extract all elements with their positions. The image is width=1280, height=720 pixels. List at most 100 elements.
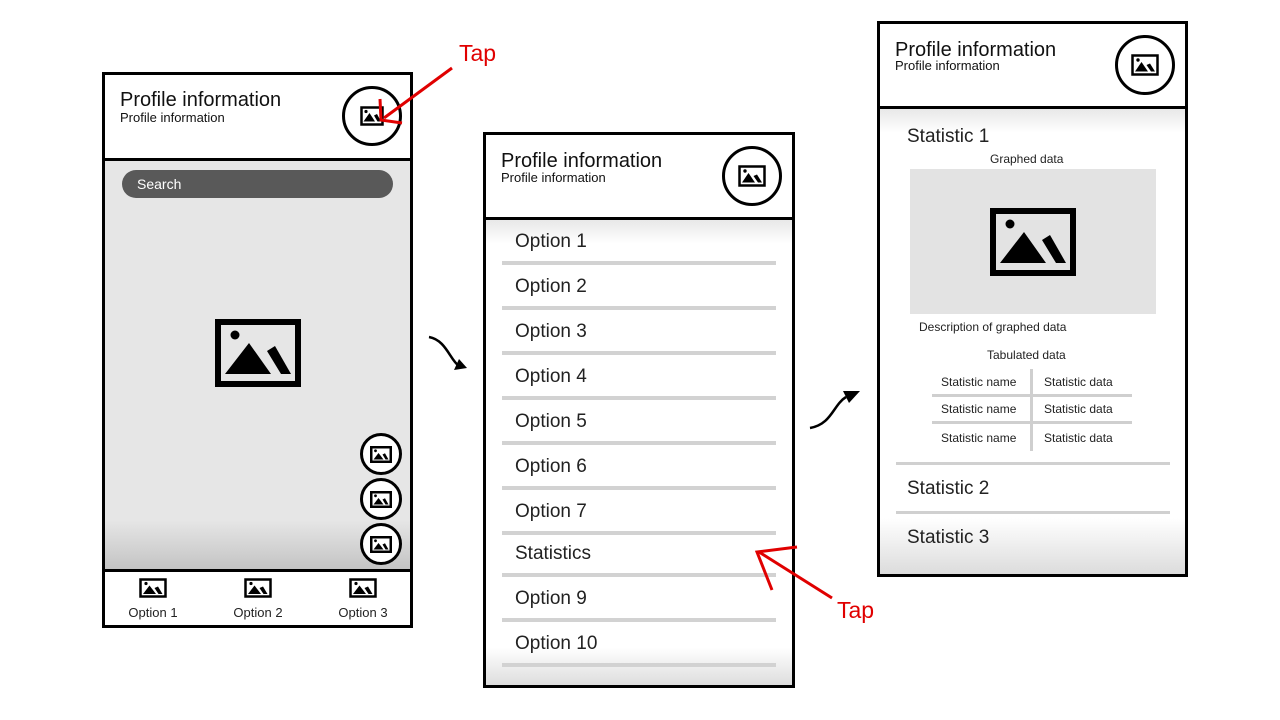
- search-input[interactable]: Search: [122, 170, 393, 198]
- option-label: Option 6: [515, 456, 587, 477]
- option-item-7[interactable]: Option 7: [502, 490, 776, 535]
- image-icon: [244, 578, 272, 598]
- stat-data-cell: Statistic data: [1044, 375, 1113, 389]
- divider: [502, 261, 776, 265]
- divider: [502, 396, 776, 400]
- tap-arrow-bottom-head: [754, 545, 798, 591]
- image-icon: [990, 207, 1076, 276]
- table-divider: [932, 394, 1132, 397]
- statistics-content: Statistic 1 Graphed data Description of …: [880, 109, 1185, 574]
- flow-arrow-2-head: [843, 391, 860, 403]
- image-icon: [349, 578, 377, 598]
- statistics-table: Statistic name Statistic data Statistic …: [932, 369, 1132, 451]
- nav-option-label: Option 3: [338, 605, 388, 620]
- option-label: Statistics: [515, 543, 592, 564]
- statistic-3-title[interactable]: Statistic 3: [907, 527, 990, 548]
- table-divider: [1030, 369, 1033, 451]
- fab-button-3[interactable]: [360, 523, 402, 565]
- header-title: Profile information: [501, 150, 663, 172]
- option-item-2[interactable]: Option 2: [502, 265, 776, 310]
- tap-arrow-top-head: [378, 98, 403, 125]
- nav-option-1[interactable]: Option 1: [113, 578, 193, 620]
- flow-arrow-1-head: [454, 359, 467, 370]
- option-label: Option 9: [515, 588, 587, 609]
- fab-button-2[interactable]: [360, 478, 402, 520]
- screen-options-menu: Profile information Profile information …: [483, 132, 795, 688]
- divider: [502, 306, 776, 310]
- option-label: Option 4: [515, 366, 587, 387]
- bottom-navigation: Option 1 Option 2 Option 3: [105, 569, 410, 625]
- tap-arrow-top: [383, 66, 453, 120]
- option-item-statistics[interactable]: Statistics: [502, 532, 776, 577]
- divider: [896, 462, 1170, 465]
- header: Profile information Profile information: [486, 135, 792, 220]
- image-icon: [370, 490, 392, 508]
- header: Profile information Profile information: [880, 24, 1185, 109]
- option-label: Option 2: [515, 276, 587, 297]
- option-item-10[interactable]: Option 10: [502, 622, 776, 667]
- screen-home: Profile information Profile information …: [102, 72, 413, 628]
- nav-option-label: Option 1: [128, 605, 178, 620]
- image-icon: [738, 165, 766, 187]
- divider: [502, 573, 776, 577]
- option-label: Option 10: [515, 633, 598, 654]
- image-icon: [215, 319, 301, 387]
- option-label: Option 3: [515, 321, 587, 342]
- option-item-5[interactable]: Option 5: [502, 400, 776, 445]
- option-item-6[interactable]: Option 6: [502, 445, 776, 490]
- stat-data-cell: Statistic data: [1044, 402, 1113, 416]
- profile-image-button[interactable]: [722, 146, 782, 206]
- header-title: Profile information: [895, 39, 1057, 61]
- stat-data-cell: Statistic data: [1044, 431, 1113, 445]
- stat-name-cell: Statistic name: [941, 431, 1017, 445]
- nav-option-label: Option 2: [233, 605, 283, 620]
- nav-option-3[interactable]: Option 3: [323, 578, 403, 620]
- graph-placeholder: [910, 169, 1156, 314]
- divider: [502, 663, 776, 667]
- option-item-3[interactable]: Option 3: [502, 310, 776, 355]
- image-icon: [360, 106, 384, 126]
- option-label: Option 7: [515, 501, 587, 522]
- statistic-1-title[interactable]: Statistic 1: [907, 126, 990, 147]
- image-icon: [139, 578, 167, 598]
- divider: [502, 531, 776, 535]
- nav-option-2[interactable]: Option 2: [218, 578, 298, 620]
- options-list: Option 1 Option 2 Option 3 Option 4 Opti…: [486, 220, 792, 685]
- tap-annotation-top: Tap: [459, 40, 497, 66]
- header-subtitle: Profile information: [501, 170, 606, 185]
- graph-label: Graphed data: [990, 152, 1064, 166]
- table-divider: [932, 421, 1132, 424]
- table-label: Tabulated data: [987, 348, 1066, 362]
- option-item-1[interactable]: Option 1: [502, 220, 776, 265]
- image-icon: [370, 445, 392, 463]
- profile-image-button[interactable]: [1115, 35, 1175, 95]
- header-subtitle: Profile information: [120, 110, 225, 125]
- option-item-9[interactable]: Option 9: [502, 577, 776, 622]
- divider: [502, 618, 776, 622]
- image-icon: [1131, 54, 1159, 76]
- image-icon: [370, 535, 392, 553]
- stat-name-cell: Statistic name: [941, 375, 1017, 389]
- divider: [502, 441, 776, 445]
- graph-description: Description of graphed data: [919, 320, 1067, 334]
- flow-arrow-2: [809, 395, 847, 430]
- home-content: Search: [105, 161, 410, 569]
- header-subtitle: Profile information: [895, 58, 1000, 73]
- statistic-2-title[interactable]: Statistic 2: [907, 478, 990, 499]
- header: Profile information Profile information: [105, 75, 410, 161]
- divider: [502, 486, 776, 490]
- screen-statistics: Profile information Profile information …: [877, 21, 1188, 577]
- tap-annotation-bottom: Tap: [837, 597, 875, 623]
- stat-name-cell: Statistic name: [941, 402, 1017, 416]
- option-label: Option 5: [515, 411, 587, 432]
- option-label: Option 1: [515, 231, 587, 252]
- tap-arrow-bottom: [758, 550, 833, 600]
- divider: [502, 351, 776, 355]
- header-title: Profile information: [120, 89, 282, 111]
- fab-button-1[interactable]: [360, 433, 402, 475]
- option-item-4[interactable]: Option 4: [502, 355, 776, 400]
- divider: [896, 511, 1170, 514]
- profile-image-button[interactable]: [342, 86, 402, 146]
- flow-arrow-1: [428, 335, 460, 368]
